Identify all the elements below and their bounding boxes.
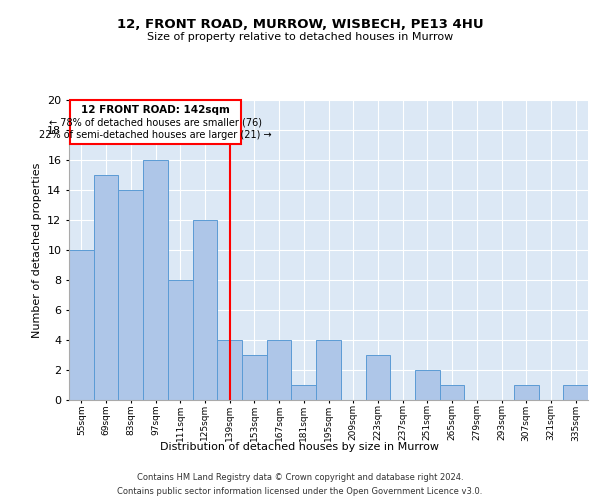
Bar — [365, 355, 390, 400]
Y-axis label: Number of detached properties: Number of detached properties — [32, 162, 41, 338]
Bar — [242, 355, 267, 400]
Bar — [316, 340, 341, 400]
Text: Contains public sector information licensed under the Open Government Licence v3: Contains public sector information licen… — [118, 486, 482, 496]
Bar — [415, 370, 440, 400]
Bar — [94, 175, 118, 400]
Bar — [267, 340, 292, 400]
Text: 12, FRONT ROAD, MURROW, WISBECH, PE13 4HU: 12, FRONT ROAD, MURROW, WISBECH, PE13 4H… — [116, 18, 484, 30]
Bar — [217, 340, 242, 400]
Text: 12 FRONT ROAD: 142sqm: 12 FRONT ROAD: 142sqm — [81, 104, 230, 115]
Bar — [440, 385, 464, 400]
Text: Contains HM Land Registry data © Crown copyright and database right 2024.: Contains HM Land Registry data © Crown c… — [137, 473, 463, 482]
Text: 22% of semi-detached houses are larger (21) →: 22% of semi-detached houses are larger (… — [39, 130, 272, 140]
Bar — [292, 385, 316, 400]
Bar — [514, 385, 539, 400]
Bar — [193, 220, 217, 400]
Bar — [563, 385, 588, 400]
Bar — [168, 280, 193, 400]
Bar — [143, 160, 168, 400]
Bar — [69, 250, 94, 400]
Bar — [70, 100, 241, 144]
Text: Distribution of detached houses by size in Murrow: Distribution of detached houses by size … — [161, 442, 439, 452]
Text: ← 78% of detached houses are smaller (76): ← 78% of detached houses are smaller (76… — [49, 117, 262, 127]
Text: Size of property relative to detached houses in Murrow: Size of property relative to detached ho… — [147, 32, 453, 42]
Bar — [118, 190, 143, 400]
